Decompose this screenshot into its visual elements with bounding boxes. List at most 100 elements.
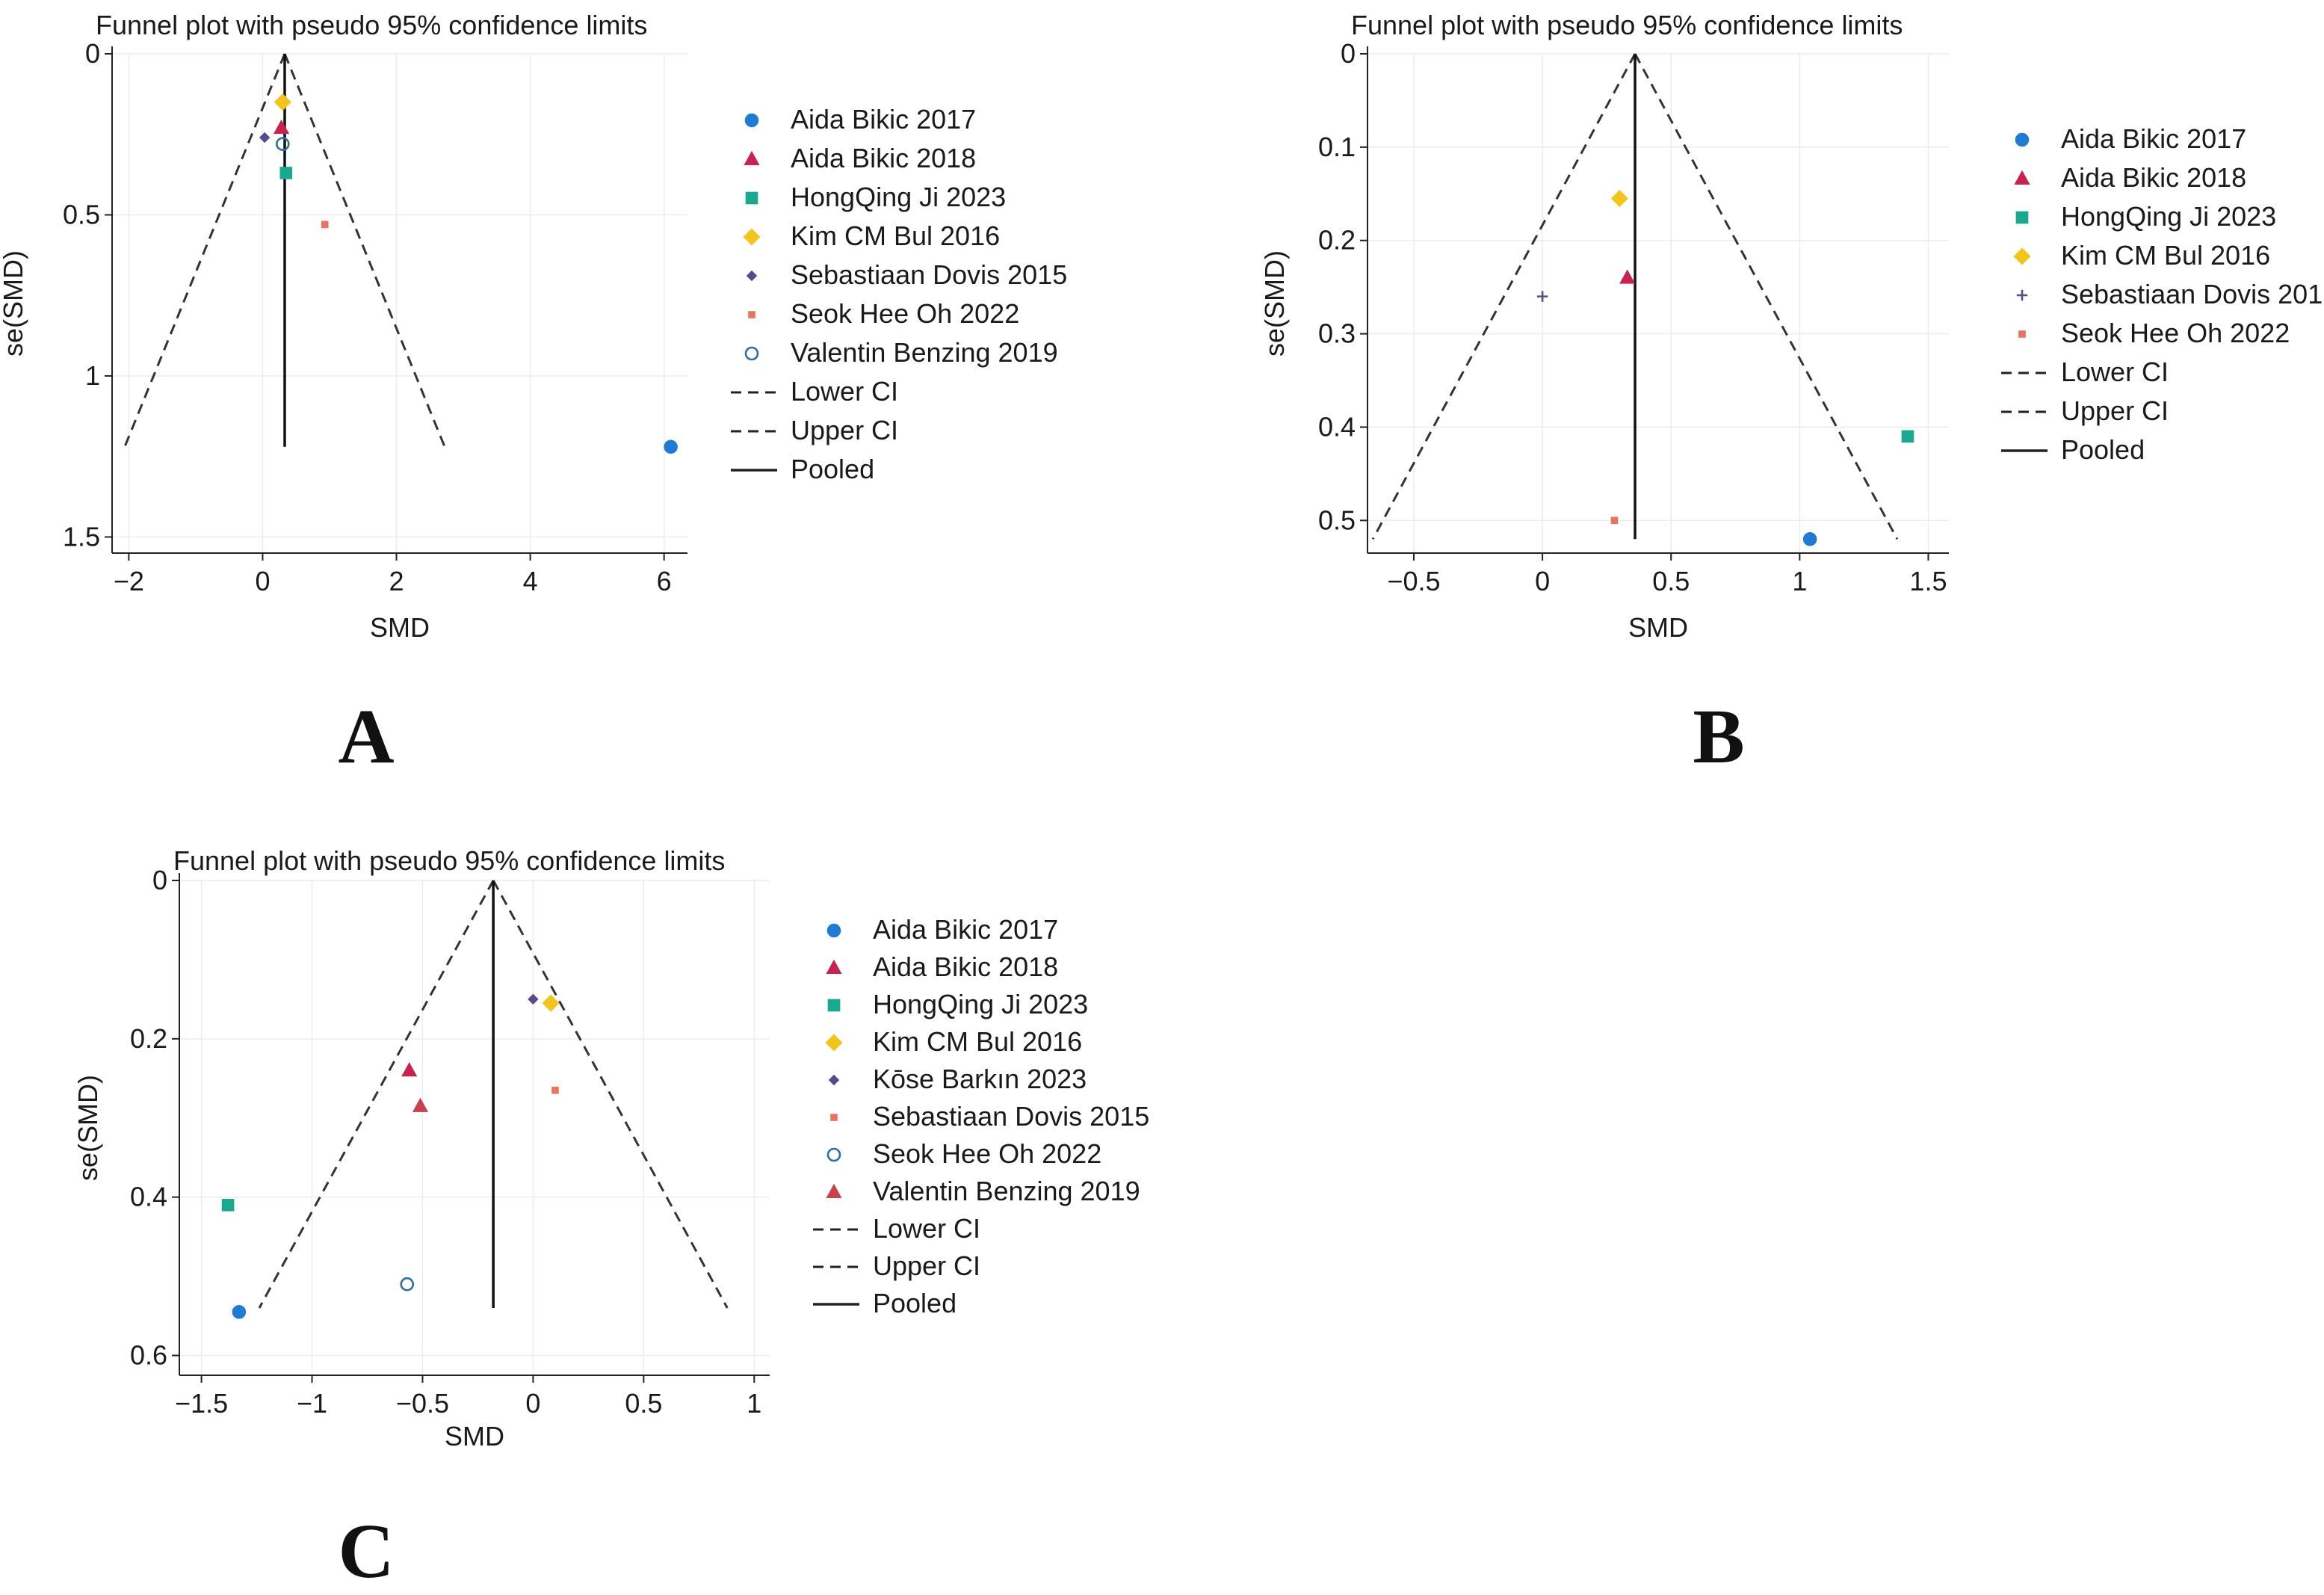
study-point xyxy=(273,119,290,135)
study-point xyxy=(400,1277,415,1292)
study-point xyxy=(273,93,291,111)
legend-label: Valentin Benzing 2019 xyxy=(873,1176,1140,1206)
x-tick-label: 1 xyxy=(1792,566,1807,596)
legend-label: Kim CM Bul 2016 xyxy=(873,1026,1082,1057)
chart-title: Funnel plot with pseudo 95% confidence l… xyxy=(96,10,647,40)
study-point xyxy=(1610,190,1628,208)
legend-label: Upper CI xyxy=(2061,395,2169,426)
legend-marker xyxy=(744,150,760,165)
panel-label-c: C xyxy=(338,1508,394,1594)
study-point xyxy=(276,137,290,151)
legend-label: Lower CI xyxy=(873,1213,980,1244)
y-tick-label: 0.4 xyxy=(130,1182,167,1212)
legend-marker xyxy=(830,1114,838,1121)
y-tick-label: 1.5 xyxy=(63,521,100,552)
legend-label: Pooled xyxy=(873,1288,957,1318)
legend-label: Kōse Barkın 2023 xyxy=(873,1064,1087,1094)
y-tick-label: 0.2 xyxy=(130,1023,167,1054)
x-tick-label: 6 xyxy=(657,566,672,596)
study-point xyxy=(259,132,271,144)
legend-marker xyxy=(2015,211,2029,224)
legend-label: Kim CM Bul 2016 xyxy=(791,220,1000,251)
y-tick-label: 0 xyxy=(1341,38,1356,69)
legend-label: Sebastiaan Dovis 2015 xyxy=(2061,279,2324,309)
legend-marker xyxy=(827,999,841,1012)
legend-marker xyxy=(746,270,758,282)
x-tick-label: 1 xyxy=(747,1388,761,1419)
legend-label: Aida Bikic 2018 xyxy=(873,951,1058,982)
y-tick-label: 0.3 xyxy=(1318,318,1356,349)
legend-label: HongQing Ji 2023 xyxy=(791,182,1006,212)
y-tick-label: 1 xyxy=(85,360,100,391)
lower-ci-line xyxy=(1371,53,1637,540)
lower-ci-line xyxy=(123,53,286,448)
chart-title: Funnel plot with pseudo 95% confidence l… xyxy=(173,845,725,876)
funnel-plot-c: Funnel plot with pseudo 95% confidence l… xyxy=(72,845,1149,1451)
panel-label-b: B xyxy=(1693,694,1744,780)
legend-marker xyxy=(826,1147,841,1162)
legend-marker xyxy=(2014,170,2030,185)
legend-marker xyxy=(825,1034,843,1052)
study-point xyxy=(664,439,678,454)
x-tick-label: 1.5 xyxy=(1909,566,1947,596)
study-point xyxy=(1802,531,1817,546)
study-point xyxy=(1610,516,1619,525)
legend-marker xyxy=(828,1074,840,1086)
legend-marker xyxy=(826,959,842,974)
upper-ci-line xyxy=(1634,53,1899,540)
legend-marker xyxy=(826,923,841,938)
study-point xyxy=(528,993,539,1005)
x-tick-label: −0.5 xyxy=(1387,566,1440,596)
legend-label: Pooled xyxy=(791,454,874,484)
x-axis-title: SMD xyxy=(1628,612,1688,643)
legend-marker xyxy=(744,113,759,128)
legend-marker xyxy=(748,311,755,318)
x-axis-title: SMD xyxy=(445,1421,504,1451)
y-axis-title: se(SMD) xyxy=(1259,250,1290,357)
x-tick-label: 0 xyxy=(255,566,270,596)
y-tick-label: 0.2 xyxy=(1318,225,1356,256)
x-tick-label: 0 xyxy=(525,1388,540,1419)
legend-label: Aida Bikic 2017 xyxy=(791,104,976,135)
y-axis-title: se(SMD) xyxy=(0,250,28,357)
y-tick-label: 0 xyxy=(152,865,167,895)
study-point xyxy=(232,1304,247,1319)
funnel-plot-b: Funnel plot with pseudo 95% confidence l… xyxy=(1259,10,2324,643)
x-tick-label: −0.5 xyxy=(396,1388,449,1419)
legend-marker xyxy=(2015,132,2030,147)
legend-marker xyxy=(826,1183,842,1198)
legend-label: Seok Hee Oh 2022 xyxy=(791,298,1019,329)
legend-marker xyxy=(743,228,761,246)
legend-label: Sebastiaan Dovis 2015 xyxy=(791,259,1067,290)
x-tick-label: 0 xyxy=(1535,566,1550,596)
legend-label: HongQing Ji 2023 xyxy=(873,989,1088,1019)
study-point xyxy=(542,994,560,1012)
upper-ci-line xyxy=(492,880,729,1309)
legend-marker xyxy=(745,191,758,205)
y-axis-title: se(SMD) xyxy=(72,1075,103,1181)
legend-label: Lower CI xyxy=(2061,357,2169,387)
legend-label: Upper CI xyxy=(791,415,898,445)
x-tick-label: 2 xyxy=(389,566,404,596)
study-point xyxy=(401,1062,418,1077)
legend-label: Aida Bikic 2017 xyxy=(873,914,1058,945)
x-tick-label: 0.5 xyxy=(1652,566,1690,596)
y-tick-label: 0.4 xyxy=(1318,411,1356,442)
legend-label: Valentin Benzing 2019 xyxy=(791,337,1058,368)
upper-ci-line xyxy=(283,53,446,448)
panel-label-a: A xyxy=(338,694,394,780)
x-tick-label: −2 xyxy=(114,566,144,596)
study-point xyxy=(551,1086,559,1094)
study-point xyxy=(321,220,329,229)
legend-marker xyxy=(2016,289,2028,301)
study-point xyxy=(1619,269,1636,284)
legend-marker xyxy=(744,346,759,361)
lower-ci-line xyxy=(258,880,495,1309)
y-tick-label: 0.5 xyxy=(1318,505,1356,535)
y-tick-label: 0 xyxy=(85,38,100,69)
legend-marker xyxy=(2013,247,2031,265)
legend-label: Aida Bikic 2018 xyxy=(2061,162,2246,193)
x-tick-label: −1.5 xyxy=(175,1388,228,1419)
legend-label: Upper CI xyxy=(873,1250,980,1281)
